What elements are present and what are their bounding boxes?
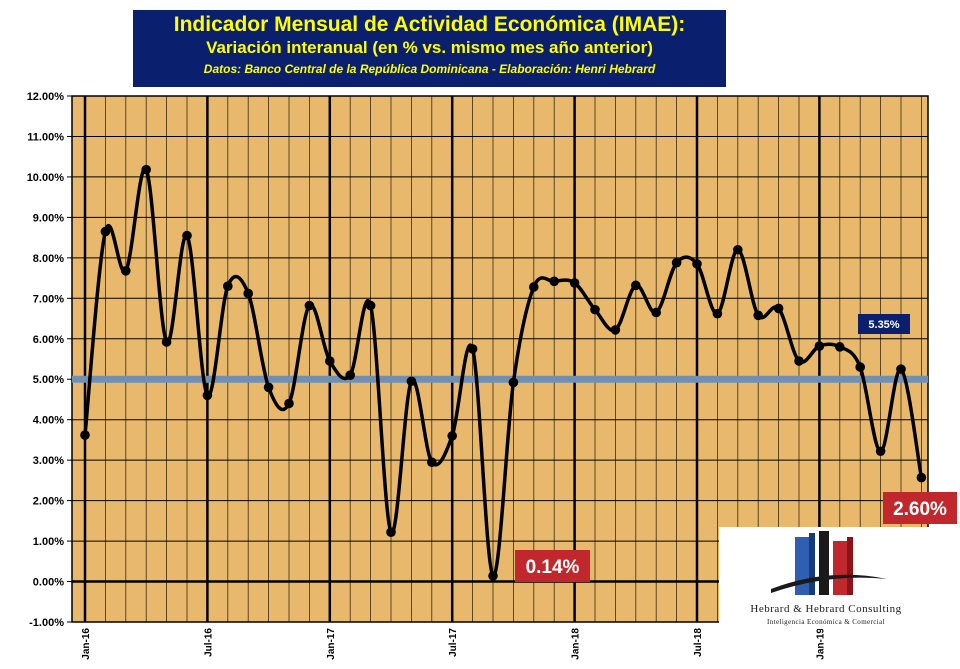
logo-company-name: Hebrard & Hebrard Consulting xyxy=(750,603,902,615)
data-point xyxy=(692,259,702,269)
callout-min-value: 0.14% xyxy=(526,557,580,578)
y-tick-label: 10.00% xyxy=(27,172,65,184)
y-tick-label: 3.00% xyxy=(33,455,64,467)
data-point xyxy=(80,430,90,440)
y-tick-label: 1.00% xyxy=(33,536,64,548)
data-point xyxy=(631,280,641,291)
data-point xyxy=(753,310,763,321)
x-tick-label: Jul-17 xyxy=(448,628,459,657)
series-line xyxy=(83,167,924,578)
chart-subtitle: Variación interanual (en % vs. mismo mes… xyxy=(206,38,653,57)
x-tick-label: Jul-16 xyxy=(203,628,214,657)
callout-average-value: 5.35% xyxy=(868,319,899,331)
data-point xyxy=(100,226,111,237)
y-tick-label: 4.00% xyxy=(33,415,64,427)
chart-title: Indicador Mensual de Actividad Económica… xyxy=(173,13,686,36)
data-point xyxy=(202,390,213,401)
x-tick-label: Jan-18 xyxy=(571,628,582,660)
data-point xyxy=(651,307,661,318)
data-point xyxy=(325,356,335,366)
data-point xyxy=(671,257,682,268)
data-point xyxy=(712,308,723,319)
building-logo-icon xyxy=(771,531,887,595)
data-point xyxy=(386,527,396,537)
y-tick-label: 6.00% xyxy=(33,334,64,346)
data-point xyxy=(467,344,478,354)
data-point xyxy=(794,356,804,366)
data-point xyxy=(610,325,621,335)
data-point xyxy=(916,472,927,483)
data-point xyxy=(590,304,600,315)
data-point xyxy=(304,300,315,311)
data-point xyxy=(835,342,845,352)
data-point xyxy=(549,276,559,287)
x-tick-label: Jan-17 xyxy=(326,628,337,660)
data-point xyxy=(733,244,743,255)
callout-last-value: 2.60% xyxy=(893,499,947,520)
x-tick-label: Jan-19 xyxy=(815,628,826,660)
y-tick-label: 7.00% xyxy=(33,293,64,305)
y-tick-label: 11.00% xyxy=(27,131,64,143)
data-point xyxy=(773,303,784,314)
data-point xyxy=(223,281,233,291)
data-point xyxy=(488,571,498,581)
consulting-logo: Hebrard & Hebrard Consulting Inteligenci… xyxy=(719,527,933,629)
data-point xyxy=(529,282,539,292)
data-point xyxy=(345,370,356,380)
data-point xyxy=(875,446,886,457)
y-tick-label: -1.00% xyxy=(29,617,64,629)
data-point xyxy=(855,362,865,372)
data-point xyxy=(365,300,376,311)
y-tick-label: 8.00% xyxy=(33,253,64,265)
y-tick-label: 12.00% xyxy=(27,91,65,103)
data-point xyxy=(121,265,131,276)
y-tick-label: 9.00% xyxy=(33,212,64,224)
data-point xyxy=(508,377,519,388)
x-tick-label: Jul-18 xyxy=(693,628,704,657)
data-point xyxy=(406,376,417,387)
data-point xyxy=(161,337,172,347)
data-point xyxy=(896,364,906,374)
chart-title-banner: Indicador Mensual de Actividad Económica… xyxy=(133,10,726,87)
callout-min-value-box xyxy=(515,550,590,582)
y-tick-label: 0.00% xyxy=(33,577,64,589)
data-point xyxy=(569,278,580,288)
data-point xyxy=(182,230,192,241)
data-point xyxy=(447,431,458,441)
data-point xyxy=(814,341,825,351)
x-tick-label: Jan-16 xyxy=(81,628,92,660)
plot-frame xyxy=(71,95,929,623)
data-point xyxy=(263,382,274,393)
y-tick-label: 5.00% xyxy=(33,374,64,386)
data-point xyxy=(141,164,151,175)
callout-average-value-box xyxy=(858,314,910,334)
data-point xyxy=(284,398,294,409)
logo-tagline: Inteligencia Económica & Comercial xyxy=(767,618,885,626)
callout-last-value-box xyxy=(883,492,957,524)
data-point xyxy=(243,288,253,299)
data-point xyxy=(427,457,437,467)
y-tick-label: 2.00% xyxy=(33,496,64,508)
chart-source-credit: Datos: Banco Central de la República Dom… xyxy=(203,62,656,76)
